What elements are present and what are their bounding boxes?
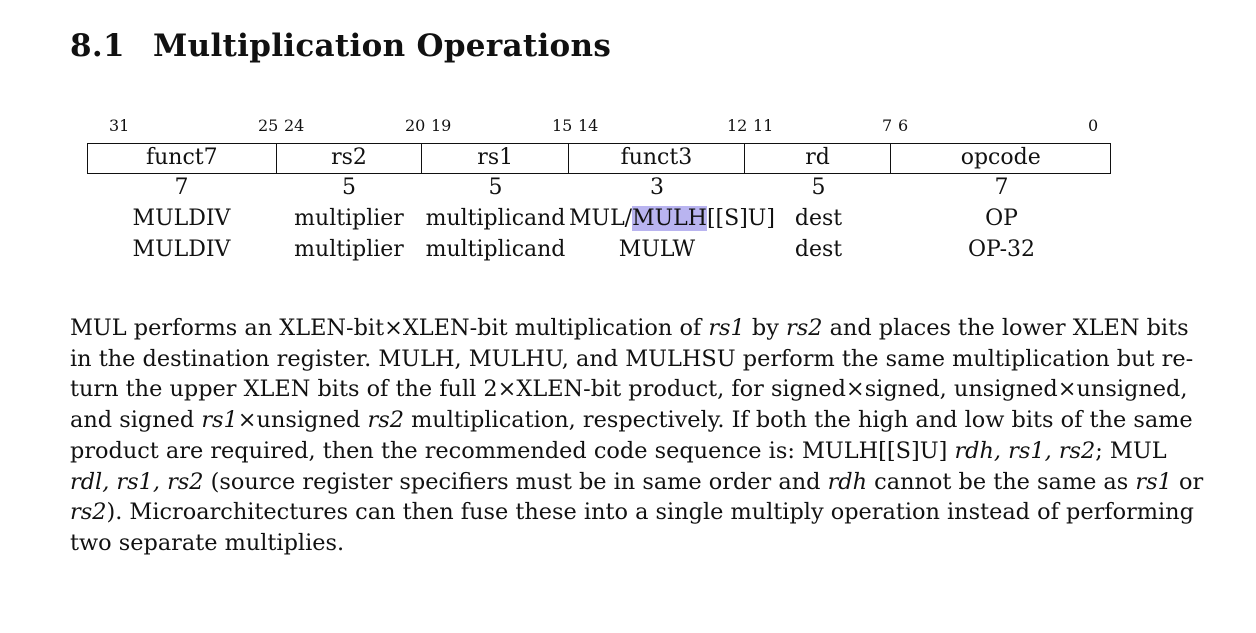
text-selection-highlight[interactable]: MULH bbox=[632, 206, 707, 231]
cell-funct7: MULDIV bbox=[87, 235, 276, 265]
field-rd: rd bbox=[745, 144, 892, 173]
bit-label: 20 bbox=[405, 116, 425, 136]
encoding-field-boxes: funct7 rs2 rs1 funct3 rd opcode bbox=[87, 143, 1111, 174]
bit-label: 7 bbox=[882, 116, 892, 136]
bit-label: 24 bbox=[284, 116, 304, 136]
bit-label: 6 bbox=[898, 116, 908, 136]
field-funct7: funct7 bbox=[88, 144, 277, 173]
paragraph-line: in the destination register. MULH, MULHU… bbox=[70, 344, 1130, 375]
bit-label: 12 bbox=[727, 116, 747, 136]
section-title: Multiplication Operations bbox=[153, 28, 611, 64]
cell-rd: dest bbox=[745, 235, 892, 265]
paragraph-line: turn the upper XLEN bits of the full 2×X… bbox=[70, 374, 1130, 405]
cell-funct3: MUL/MULH[[S]U] bbox=[569, 204, 745, 234]
funct3-prefix: MUL/ bbox=[569, 206, 632, 231]
cell-opcode: OP-32 bbox=[892, 235, 1111, 265]
bit-label: 15 bbox=[552, 116, 572, 136]
width-rs2: 5 bbox=[276, 173, 422, 203]
cell-rs2: multiplier bbox=[276, 235, 422, 265]
cell-rs1: multiplicand bbox=[422, 235, 569, 265]
cell-funct3: MULW bbox=[569, 235, 745, 265]
paragraph-line: product are required, then the recommend… bbox=[70, 436, 1130, 467]
paragraph-line: and signed rs1×unsigned rs2 multiplicati… bbox=[70, 405, 1130, 436]
width-rs1: 5 bbox=[422, 173, 569, 203]
body-paragraph: MUL performs an XLEN-bit×XLEN-bit multip… bbox=[70, 313, 1130, 559]
bit-label: 19 bbox=[431, 116, 451, 136]
field-rs1: rs1 bbox=[422, 144, 569, 173]
cell-rs1: multiplicand bbox=[422, 204, 569, 234]
field-rs2: rs2 bbox=[277, 144, 423, 173]
field-funct3: funct3 bbox=[569, 144, 745, 173]
bit-label: 14 bbox=[578, 116, 598, 136]
paragraph-line: rs2). Microarchitectures can then fuse t… bbox=[70, 497, 1130, 528]
paragraph-line: MUL performs an XLEN-bit×XLEN-bit multip… bbox=[70, 313, 1130, 344]
bit-label: 0 bbox=[1088, 116, 1098, 136]
bit-label: 31 bbox=[109, 116, 129, 136]
cell-funct7: MULDIV bbox=[87, 204, 276, 234]
encoding-row-op32: MULDIV multiplier multiplicand MULW dest… bbox=[87, 235, 1111, 265]
section-number: 8.1 bbox=[70, 28, 153, 64]
width-opcode: 7 bbox=[892, 173, 1111, 203]
encoding-row-op: MULDIV multiplier multiplicand MUL/MULH[… bbox=[87, 204, 1111, 234]
width-funct7: 7 bbox=[87, 173, 276, 203]
width-rd: 5 bbox=[745, 173, 892, 203]
cell-opcode: OP bbox=[892, 204, 1111, 234]
bit-label: 25 bbox=[258, 116, 278, 136]
cell-rs2: multiplier bbox=[276, 204, 422, 234]
width-funct3: 3 bbox=[569, 173, 745, 203]
field-width-row: 7 5 5 3 5 7 bbox=[87, 173, 1111, 203]
cell-rd: dest bbox=[745, 204, 892, 234]
paragraph-line: rdl, rs1, rs2 (source register specifier… bbox=[70, 467, 1130, 498]
section-heading: 8.1 Multiplication Operations bbox=[70, 28, 611, 64]
bit-label: 11 bbox=[753, 116, 773, 136]
paragraph-line: two separate multiplies. bbox=[70, 528, 1130, 559]
field-opcode: opcode bbox=[891, 144, 1110, 173]
